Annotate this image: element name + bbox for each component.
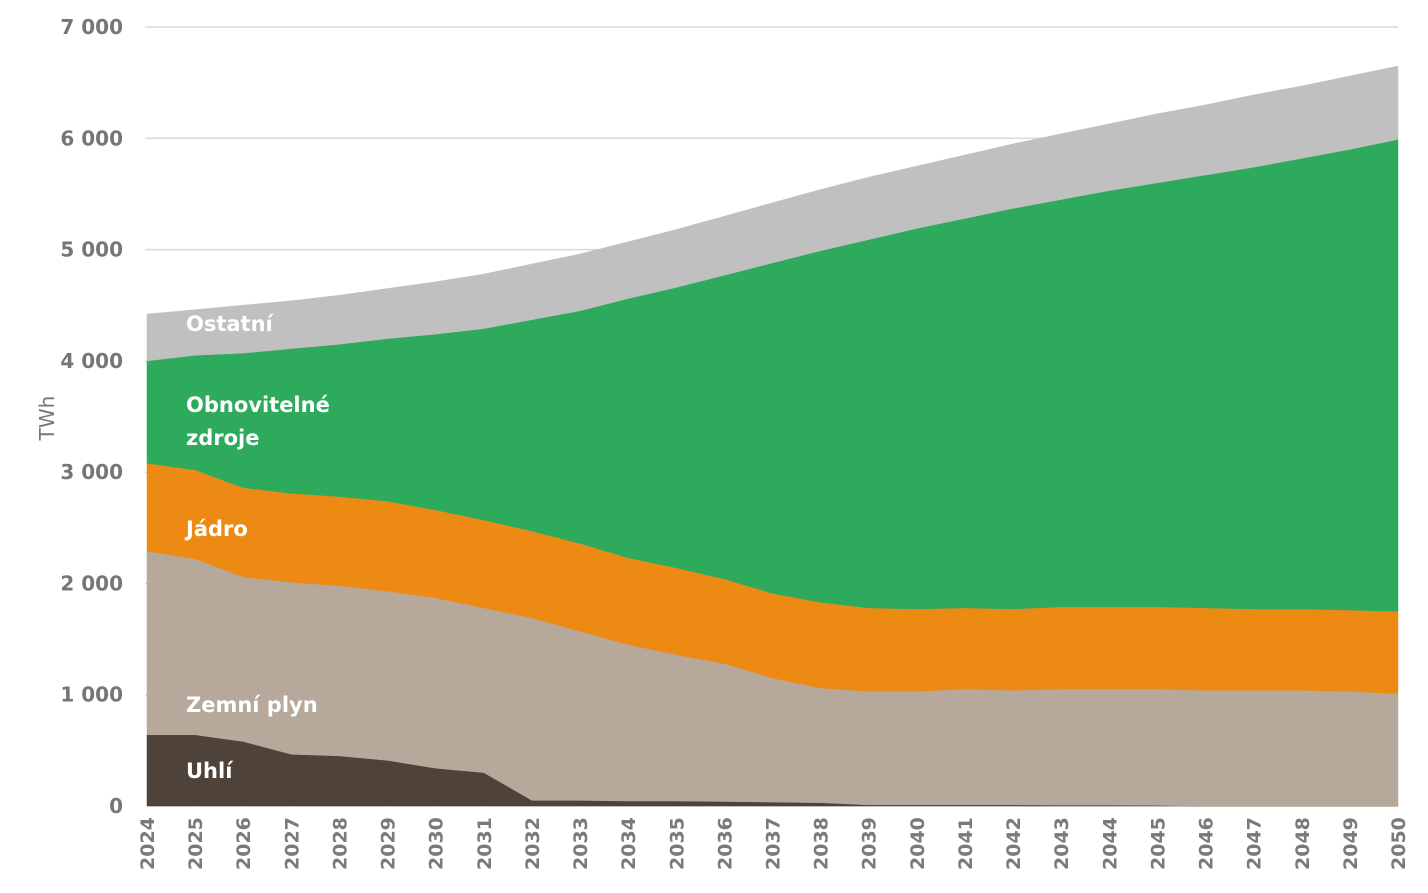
- x-tick-label: 2031: [474, 817, 496, 870]
- x-tick-label: 2050: [1388, 817, 1410, 870]
- x-tick-label: 2041: [955, 817, 977, 870]
- series-label-ostatni: Ostatní: [186, 312, 275, 336]
- x-tick-label: 2047: [1244, 817, 1266, 870]
- x-tick-label: 2049: [1340, 817, 1362, 870]
- series-labels: Uhlí Zemní plyn Jádro Obnovitelné zdroje Osta…: [184, 312, 330, 783]
- series-label-jadro: Jádro: [184, 517, 248, 541]
- x-tick-label: 2037: [763, 817, 785, 870]
- x-tick-label: 2040: [907, 817, 929, 870]
- x-axis-ticks: 2024 2025 2026 2027 2028 2029 2030 2031 2032 2033…: [137, 817, 1410, 870]
- x-tick-label: 2033: [570, 817, 592, 870]
- x-tick-label: 2025: [185, 817, 207, 870]
- series-label-uhli: Uhlí: [186, 759, 234, 783]
- x-tick-label: 2046: [1196, 817, 1218, 870]
- y-tick-label: 0: [109, 794, 123, 818]
- x-tick-label: 2042: [1003, 817, 1025, 870]
- x-tick-label: 2045: [1147, 817, 1169, 870]
- x-tick-label: 2027: [281, 817, 303, 870]
- area-series: [146, 65, 1399, 807]
- y-tick-label: 4 000: [60, 349, 123, 373]
- x-tick-label: 2034: [618, 817, 640, 870]
- x-tick-label: 2044: [1099, 817, 1121, 870]
- x-tick-label: 2030: [426, 817, 448, 870]
- x-tick-label: 2048: [1292, 817, 1314, 870]
- x-tick-label: 2043: [1051, 817, 1073, 870]
- area-ostatni: [146, 65, 1399, 362]
- x-tick-label: 2024: [137, 817, 159, 870]
- series-label-obnovitelne-zdroje: Obnovitelné zdroje: [186, 393, 330, 450]
- y-tick-label: 6 000: [60, 126, 123, 150]
- y-tick-label: 2 000: [60, 571, 123, 595]
- y-tick-label: 5 000: [60, 238, 123, 262]
- x-tick-label: 2036: [714, 817, 736, 870]
- x-tick-label: 2028: [330, 817, 352, 870]
- y-tick-label: 3 000: [60, 460, 123, 484]
- series-label-zemni-plyn: Zemní plyn: [186, 693, 318, 717]
- x-tick-label: 2039: [859, 817, 881, 870]
- x-tick-label: 2029: [378, 817, 400, 870]
- y-tick-label: 1 000: [60, 683, 123, 707]
- x-tick-label: 2032: [522, 817, 544, 870]
- x-tick-label: 2035: [666, 817, 688, 870]
- y-axis-title: TWh: [35, 396, 59, 442]
- y-axis-ticks: 0 1 000 2 000 3 000 4 000 5 000 6 000 7 000: [60, 15, 123, 818]
- x-tick-label: 2038: [811, 817, 833, 870]
- x-tick-label: 2026: [233, 817, 255, 870]
- y-tick-label: 7 000: [60, 15, 123, 39]
